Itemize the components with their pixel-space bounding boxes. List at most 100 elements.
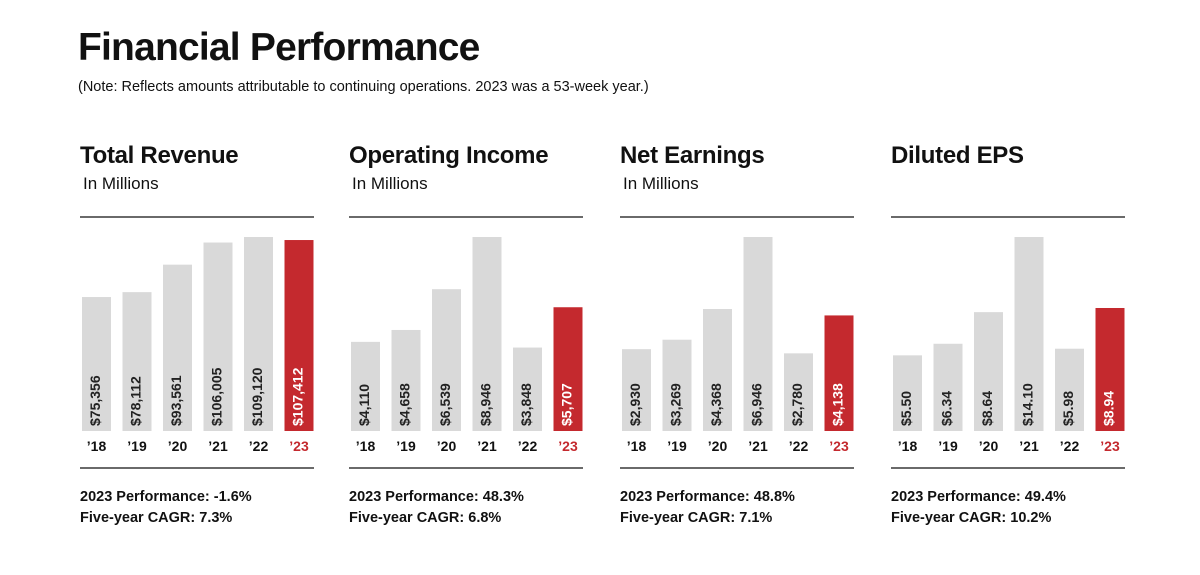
bar-2 [432,289,461,431]
tick-label-0: ’18 [87,438,107,454]
data-label-1: $78,112 [128,376,144,426]
bar-5 [824,315,854,431]
bar-4 [784,353,813,431]
operating-income-chart: $4,110 ’18 $4,658 ’19 $6,539 ’20 $8,946 ’21 $3,8… [349,216,583,469]
data-label-4: $109,120 [249,367,265,426]
tick-label-2: ’20 [437,438,457,454]
chart-subtitle: In Millions [623,174,699,193]
bar-0 [893,355,922,431]
bar-2 [703,309,732,431]
chart-title: Net Earnings [620,142,765,169]
data-label-3: $8,946 [478,383,494,426]
tick-label-3: ’21 [748,438,768,454]
bar-4 [513,347,542,431]
cagr-text: Five-year CAGR: 7.3% [80,510,233,526]
tick-label-0: ’18 [898,438,918,454]
data-label-5: $5,707 [559,383,575,426]
tick-label-2: ’20 [979,438,999,454]
tick-label-1: ’19 [667,438,687,454]
tick-label-3: ’21 [208,438,228,454]
bar-1 [662,339,692,431]
bar-2 [163,264,192,431]
data-label-1: $3,269 [668,383,684,426]
bar-5 [553,307,583,431]
performance-text: 2023 Performance: -1.6% [80,489,252,505]
chart-panel-diluted-eps: Diluted EPS $5.50 ’18 $6.34 ’19 $8.64 ’20 $14.… [891,142,1127,542]
data-label-3: $14.10 [1020,383,1036,426]
tick-label-4: ’22 [249,438,269,454]
bar-0 [351,341,380,431]
tick-label-1: ’19 [938,438,958,454]
tick-label-4: ’22 [518,438,538,454]
data-label-4: $5.98 [1060,391,1076,426]
tick-label-5: ’23 [1100,438,1120,454]
chart-stats: 2023 Performance: 48.3% Five-year CAGR: … [349,487,524,529]
tick-label-3: ’21 [1019,438,1039,454]
data-label-2: $6,539 [437,383,453,426]
page-note: (Note: Reflects amounts attributable to … [78,79,649,95]
performance-text: 2023 Performance: 49.4% [891,489,1066,505]
bar-1 [391,329,421,431]
chart-stats: 2023 Performance: -1.6% Five-year CAGR: … [80,487,252,529]
chart-panel-operating-income: Operating Income In Millions $4,110’18 $4… [349,142,585,542]
performance-text: 2023 Performance: 48.8% [620,489,795,505]
data-label-4: $3,848 [518,383,534,426]
tick-label-0: ’18 [356,438,376,454]
data-label-5: $107,412 [290,367,306,426]
tick-label-1: ’19 [127,438,147,454]
bar-2 [974,312,1003,431]
data-label-3: $106,005 [209,367,225,426]
data-label-0: $2,930 [627,383,643,426]
bar-4 [1055,348,1084,431]
performance-text: 2023 Performance: 48.3% [349,489,524,505]
chart-panel-net-earnings: Net Earnings In Millions $2,930 ’18 $3,269… [620,142,856,542]
data-label-2: $4,368 [708,383,724,426]
data-label-4: $2,780 [789,383,805,426]
tick-label-2: ’20 [168,438,188,454]
chart-title: Operating Income [349,142,549,169]
page-title: Financial Performance [78,26,480,69]
tick-label-0: ’18 [627,438,647,454]
bar-1 [122,292,152,431]
bar-1 [933,343,963,431]
cagr-text: Five-year CAGR: 10.2% [891,510,1052,526]
bar-5 [1095,307,1125,431]
tick-label-4: ’22 [789,438,809,454]
tick-label-4: ’22 [1060,438,1080,454]
diluted-eps-chart: $5.50 ’18 $6.34 ’19 $8.64 ’20 $14.10 ’21 $5.98 ’2… [891,216,1125,469]
tick-label-3: ’21 [477,438,497,454]
data-label-1: $4,658 [397,383,413,426]
data-label-2: $93,561 [168,375,184,426]
bar-0 [82,297,111,431]
chart-stats: 2023 Performance: 49.4% Five-year CAGR: … [891,487,1066,529]
chart-stats: 2023 Performance: 48.8% Five-year CAGR: … [620,487,795,529]
data-label-0: $75,356 [87,375,103,426]
tick-label-5: ’23 [558,438,578,454]
net-earnings-chart: $2,930 ’18 $3,269 ’19 $4,368 ’20 $6,946 ’21 $2,7… [620,216,854,469]
cagr-text: Five-year CAGR: 6.8% [349,510,502,526]
bar-3 [203,242,233,431]
bar-5 [284,240,314,431]
chart-title: Diluted EPS [891,142,1024,169]
data-label-3: $6,946 [749,383,765,426]
bar-3 [743,237,773,431]
tick-label-2: ’20 [708,438,728,454]
bar-3 [1014,237,1044,431]
data-label-5: $8.94 [1101,391,1117,426]
data-label-0: $5.50 [898,391,914,426]
data-label-5: $4,138 [830,383,846,426]
data-label-2: $8.64 [979,391,995,426]
total-revenue-chart: $75,356 ’18 $78,112 ’19 $93,561 ’20 $106,005 ’2… [80,216,314,469]
data-label-0: $4,110 [356,384,372,426]
tick-label-1: ’19 [396,438,416,454]
bar-3 [472,237,502,431]
chart-subtitle: In Millions [83,174,159,193]
bar-0 [622,349,651,431]
bar-4 [244,237,273,431]
chart-subtitle: In Millions [352,174,428,193]
tick-label-5: ’23 [829,438,849,454]
cagr-text: Five-year CAGR: 7.1% [620,510,773,526]
chart-panel-total-revenue: Total Revenue In Millions $75,356 ’18 $78,… [80,142,316,542]
chart-title: Total Revenue [80,142,239,169]
data-label-1: $6.34 [939,391,955,426]
